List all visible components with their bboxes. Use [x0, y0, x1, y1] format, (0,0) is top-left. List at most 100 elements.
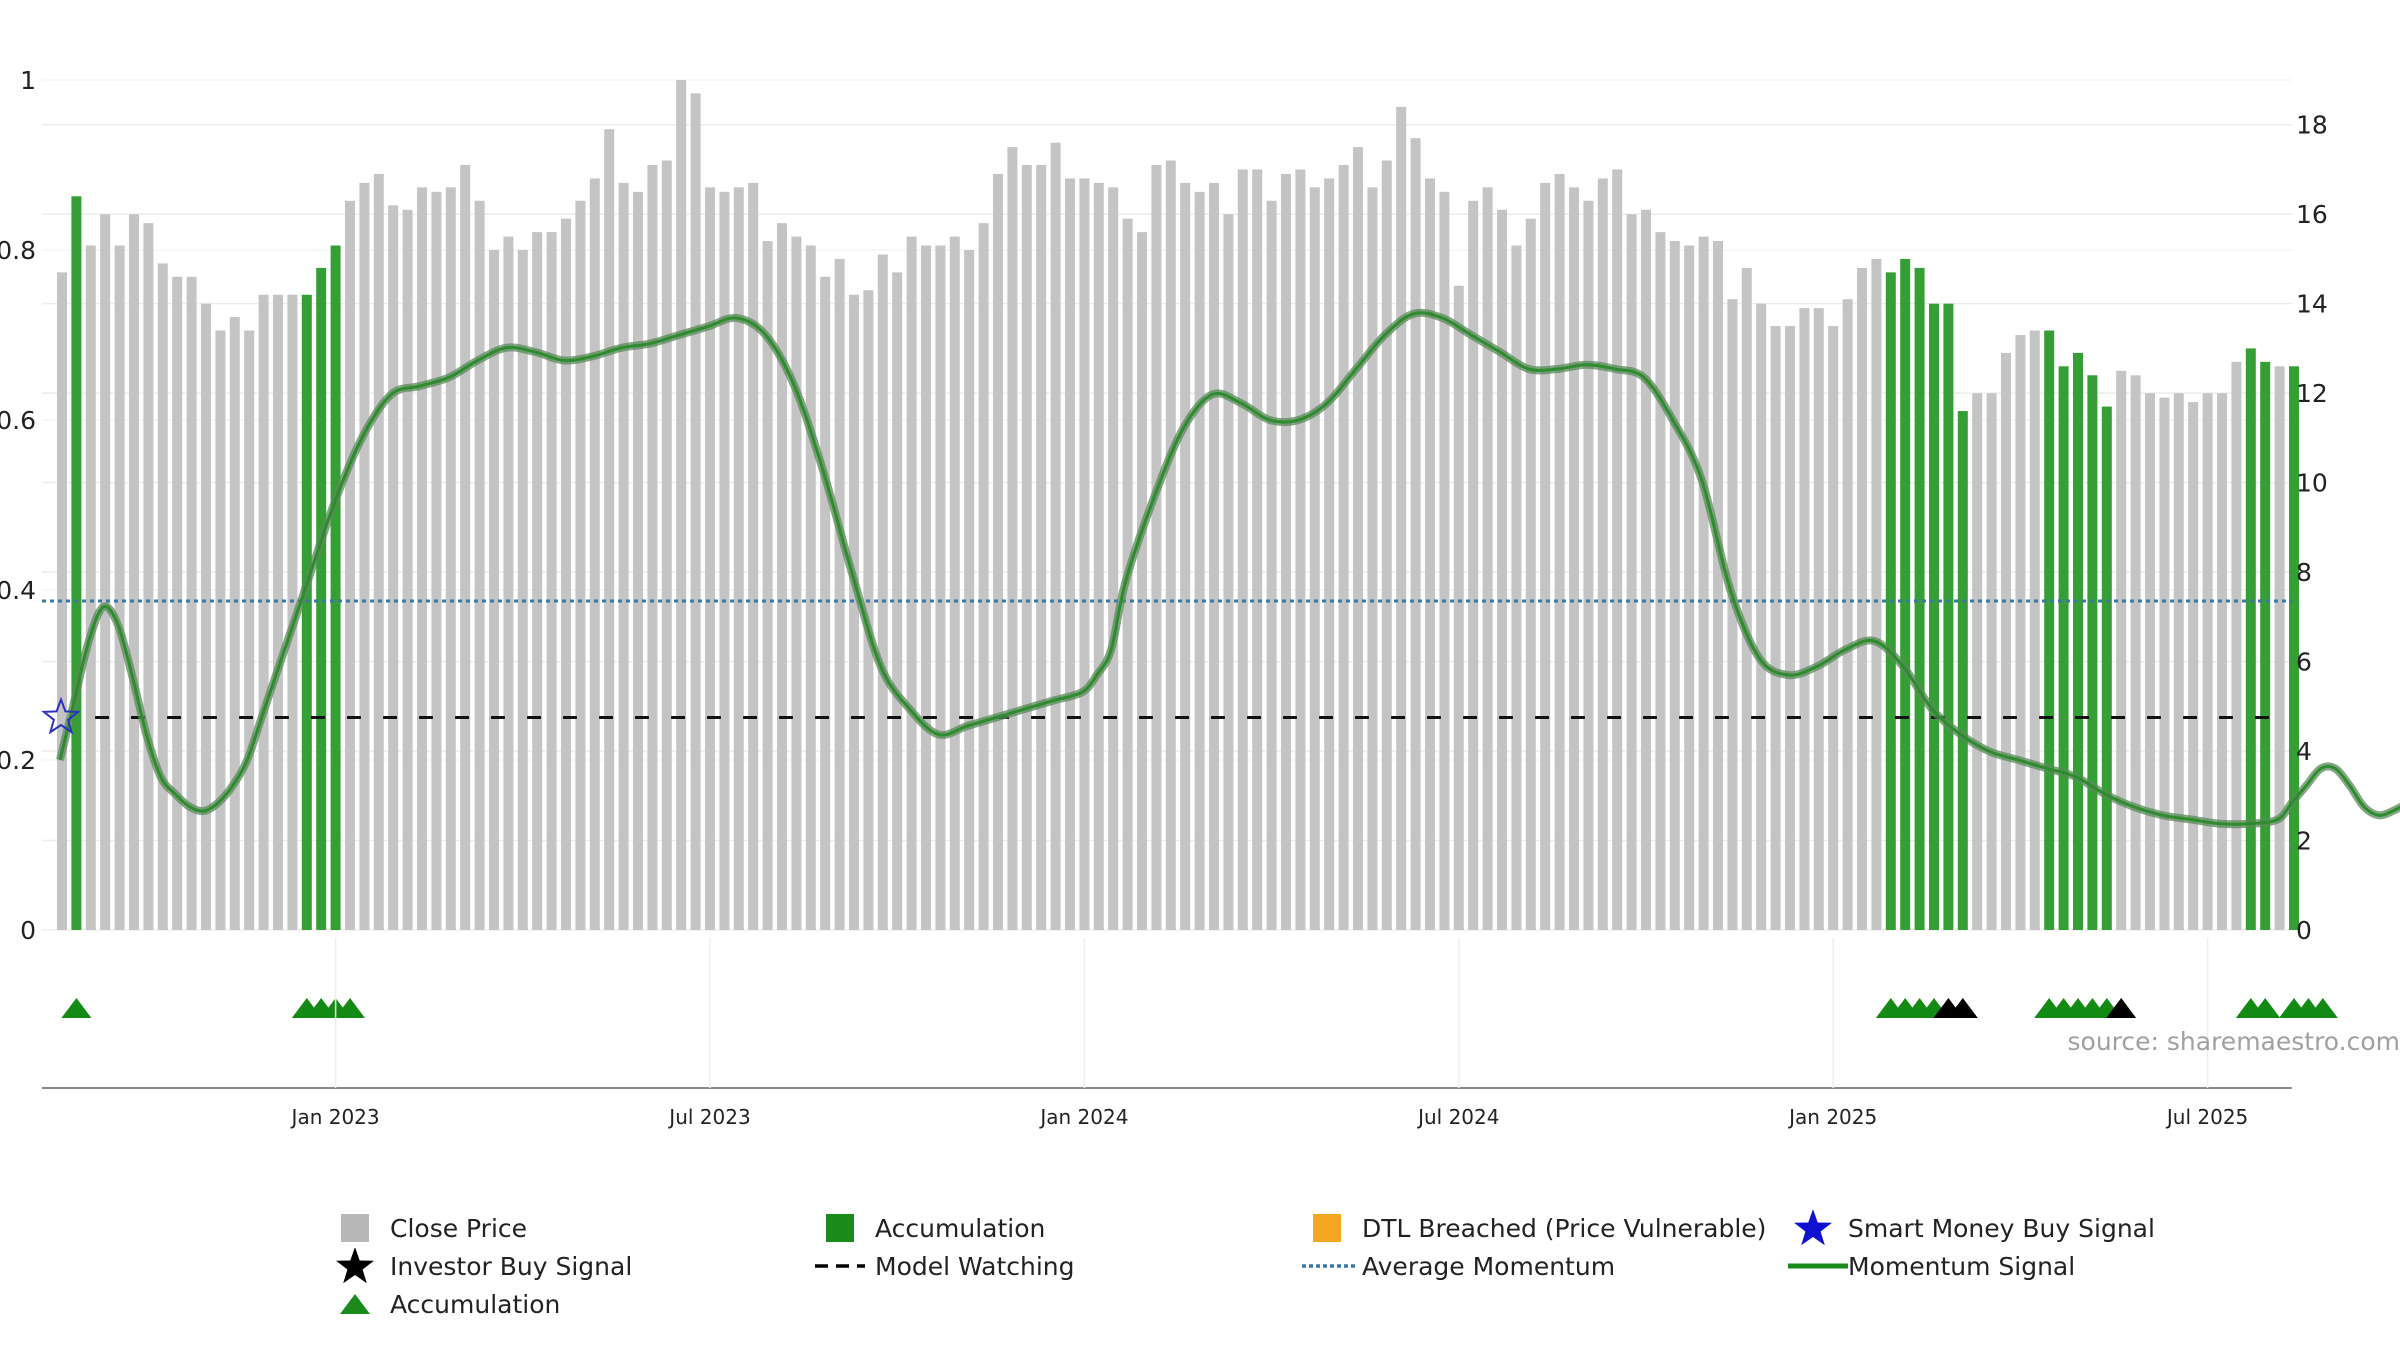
close-price-bar [633, 191, 643, 930]
close-price-bar [589, 178, 600, 931]
close-price-bar [1165, 160, 1176, 931]
black-star-icon [336, 1248, 374, 1284]
smart-money-star-icon [41, 696, 81, 735]
green-line-icon [1788, 1263, 1848, 1269]
investor-buy-triangle-marker [2106, 998, 2137, 1018]
legend-item: Accumulation [815, 1210, 1045, 1246]
close-price-bar [2015, 335, 2026, 930]
smart-money-buy-signal [41, 696, 81, 735]
close-price-bar [849, 294, 859, 931]
close-price-bar [1525, 218, 1536, 930]
close-price-bar [561, 218, 571, 930]
close-price-bar [445, 187, 456, 931]
right-axis-tick-label: 16 [2296, 200, 2328, 229]
close-price-bar [1266, 200, 1277, 930]
close-price-bar [1540, 182, 1551, 931]
close-price-bar [935, 245, 946, 931]
close-price-bar [1324, 178, 1335, 931]
legend-item: DTL Breached (Price Vulnerable) [1302, 1210, 1766, 1246]
close-price-bar [863, 290, 874, 930]
accumulation-bar [71, 196, 82, 930]
orange-square-icon [1313, 1214, 1341, 1242]
close-price-bar [777, 223, 787, 930]
x-axis-tick-label: Jan 2024 [1038, 1105, 1128, 1129]
accumulation-triangle-marker [335, 998, 365, 1018]
close-price-bar [1871, 258, 1882, 930]
close-price-bar [388, 205, 399, 930]
x-axis-tick-label: Jan 2025 [1787, 1105, 1877, 1129]
close-price-bar [1180, 182, 1191, 931]
close-price-bar [1482, 187, 1493, 931]
left-axis-tick-label: 1 [20, 66, 36, 95]
close-price-bar [1309, 187, 1320, 931]
accumulation-bar [330, 245, 341, 931]
close-price-bar [1669, 241, 1680, 931]
close-price-bar [1295, 169, 1306, 930]
close-price-bar [1569, 187, 1579, 931]
close-price-bar [1612, 169, 1623, 930]
close-price-bar [877, 254, 888, 930]
close-price-bar [949, 236, 960, 930]
close-price-bar [1756, 303, 1767, 930]
close-price-bar [733, 187, 744, 931]
blue-dotted-line-icon [1302, 1264, 1356, 1268]
close-price-bar [1770, 326, 1781, 931]
legend-label: Accumulation [875, 1213, 1046, 1243]
accumulation-bar [2245, 348, 2256, 931]
close-price-bar [172, 276, 183, 930]
close-price-bar [1079, 178, 1090, 931]
close-price-bar [503, 236, 514, 930]
close-price-bar [345, 200, 355, 930]
close-price-bar [129, 214, 139, 931]
close-price-bar [892, 272, 903, 930]
accumulation-bar [2101, 406, 2112, 930]
right-axis-tick-label: 10 [2296, 469, 2328, 498]
close-price-bar [1410, 138, 1421, 930]
close-price-bar [1698, 236, 1709, 930]
x-axis: Jan 2023 Jul 2023 Jan 2024 Jul 2024 Jan 2025… [42, 938, 2292, 1129]
accumulation-bar [2260, 361, 2271, 930]
right-axis-tick-label: 6 [2296, 648, 2312, 677]
close-price-bar [748, 182, 759, 931]
close-price-bar [978, 223, 989, 930]
close-price-bar [1237, 169, 1248, 930]
green-triangle-icon [340, 1294, 370, 1314]
close-price-bar [229, 317, 240, 931]
close-price-bar [402, 209, 413, 931]
close-price-bar [1151, 165, 1162, 930]
close-price-bar [157, 263, 168, 931]
green-square-icon [826, 1214, 854, 1242]
close-price-bar [762, 241, 773, 931]
legend-item: Close Price [330, 1210, 527, 1246]
accumulation-bar [1900, 258, 1911, 930]
legend-label: Investor Buy Signal [390, 1251, 633, 1281]
close-price-bar [1050, 142, 1061, 930]
close-price-bar [359, 182, 370, 931]
close-price-bar [417, 187, 427, 931]
close-price-bar [1986, 393, 1997, 930]
close-price-bar [604, 129, 615, 931]
close-price-bar [1425, 178, 1435, 931]
legend-label: Accumulation [390, 1289, 561, 1319]
close-price-bar [1641, 209, 1651, 931]
legend-label: Momentum Signal [1848, 1251, 2076, 1281]
legend-item: Model Watching [815, 1248, 1075, 1284]
close-price-bar [1799, 308, 1810, 930]
legend-item: Average Momentum [1302, 1248, 1615, 1284]
close-price-bar [2231, 361, 2242, 930]
close-price-bar [964, 250, 975, 930]
close-price-bar [834, 258, 845, 930]
close-price-bar [273, 294, 283, 931]
close-price-bar [690, 93, 701, 931]
close-price-bar [1713, 241, 1723, 931]
x-axis-tick-label: Jul 2025 [2165, 1105, 2248, 1129]
close-price-bar [1223, 214, 1234, 931]
left-axis-ticks: 0 0.2 0.4 0.6 0.8 1 [0, 66, 36, 945]
close-price-bar [100, 214, 111, 931]
accumulation-bar [1914, 267, 1925, 930]
left-axis-tick-label: 0.4 [0, 576, 36, 605]
close-price-bar [215, 330, 226, 930]
close-price-bar [85, 245, 96, 931]
momentum-signal-line [58, 311, 2400, 826]
accumulation-bar [2073, 352, 2083, 930]
